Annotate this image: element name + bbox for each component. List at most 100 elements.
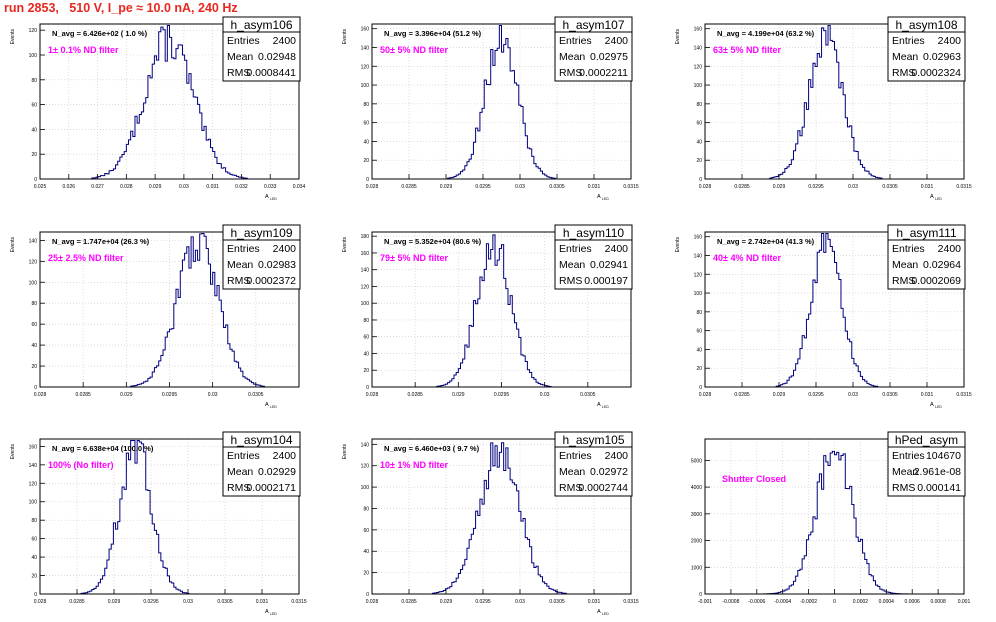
stats-box xyxy=(222,446,301,497)
x-tick-label: 0.0315 xyxy=(623,184,639,190)
y-axis-label: Events xyxy=(10,444,16,460)
x-axis-label-sub: LED xyxy=(270,197,277,201)
y-tick-label: 40 xyxy=(696,347,702,353)
x-tick-label: 0.03 xyxy=(208,392,218,398)
y-tick-label: 120 xyxy=(29,28,38,34)
x-tick-label: -0.0002 xyxy=(800,599,817,605)
y-tick-label: 80 xyxy=(363,318,369,324)
x-tick-label: 0.0305 xyxy=(549,599,565,605)
x-tick-label: 0.03 xyxy=(515,184,525,190)
navg-label: N_avg = 2.742e+04 (41.3 %) xyxy=(717,237,815,246)
x-tick-label: 0.0285 xyxy=(734,392,750,398)
y-tick-label: 120 xyxy=(29,259,38,265)
x-tick-label: 0.029 xyxy=(440,599,453,605)
stats-label-entries: Entries xyxy=(892,243,925,255)
stats-label-entries: Entries xyxy=(892,450,925,462)
y-tick-label: 20 xyxy=(363,368,369,374)
y-tick-label: 80 xyxy=(363,102,369,108)
x-tick-label: 0 xyxy=(833,599,836,605)
stats-label-entries: Entries xyxy=(892,35,925,47)
y-tick-label: 0 xyxy=(366,385,369,391)
y-tick-label: 20 xyxy=(696,366,702,372)
filter-annotation: 10± 1% ND filter xyxy=(380,460,448,470)
stats-value-entries: 2400 xyxy=(273,243,297,255)
x-tick-label: 0.0305 xyxy=(882,392,898,398)
x-tick-label: 0.0315 xyxy=(956,392,972,398)
y-tick-label: 0 xyxy=(699,177,702,183)
y-tick-label: 0 xyxy=(366,177,369,183)
histogram-h_asym108: 0.028 0.0285 0.029 0.0295 0.03 0.0305 0.031 0.0… xyxy=(675,16,972,201)
y-tick-label: 40 xyxy=(363,549,369,555)
stats-label-entries: Entries xyxy=(227,35,260,47)
x-tick-label: -0.0006 xyxy=(748,599,765,605)
y-tick-label: 40 xyxy=(31,127,37,133)
stats-value-mean: 0.02929 xyxy=(258,466,296,478)
y-tick-label: 0 xyxy=(34,592,37,598)
y-tick-label: 140 xyxy=(361,268,370,274)
y-tick-label: 60 xyxy=(31,537,37,543)
x-tick-label: 0.0002 xyxy=(853,599,869,605)
x-tick-label: 0.029 xyxy=(773,392,786,398)
stats-label-rms: RMS xyxy=(227,275,250,287)
x-axis-label: A xyxy=(597,402,601,408)
stats-value-mean: 0.02983 xyxy=(258,259,296,271)
x-tick-label: 0.034 xyxy=(293,184,306,190)
y-tick-label: 80 xyxy=(696,310,702,316)
y-tick-label: 40 xyxy=(363,139,369,145)
stats-value-mean: 0.02964 xyxy=(923,259,961,271)
stats-box xyxy=(222,31,301,82)
stats-label-entries: Entries xyxy=(559,35,592,47)
y-tick-label: 60 xyxy=(31,103,37,109)
y-tick-label: 160 xyxy=(361,251,370,257)
x-tick-label: 0.0285 xyxy=(408,392,424,398)
filter-annotation: Shutter Closed xyxy=(722,474,786,484)
y-axis-label: Events xyxy=(675,29,681,45)
stats-label-entries: Entries xyxy=(559,450,592,462)
x-tick-label: 0.032 xyxy=(235,184,248,190)
y-tick-label: 120 xyxy=(694,64,703,70)
histogram-h_asym109: 0.028 0.0285 0.029 0.0295 0.03 0.0305 0 20 40 60 8… xyxy=(10,224,301,409)
x-tick-label: 0.029 xyxy=(108,599,121,605)
stats-value-rms: 0.0002069 xyxy=(911,275,961,287)
filter-annotation: 63± 5% ND filter xyxy=(713,45,781,55)
x-tick-label: 0.028 xyxy=(366,184,379,190)
y-tick-label: 60 xyxy=(696,329,702,335)
x-axis-label: A xyxy=(265,402,269,408)
x-tick-label: 0.0285 xyxy=(401,184,417,190)
y-tick-label: 120 xyxy=(694,272,703,278)
x-axis-label-sub: LED xyxy=(602,405,609,409)
stats-label-rms: RMS xyxy=(559,67,582,79)
stats-label-rms: RMS xyxy=(227,482,250,494)
plot-frame xyxy=(39,23,300,180)
x-tick-label: 0.0285 xyxy=(401,599,417,605)
stats-label-mean: Mean xyxy=(559,51,585,63)
y-tick-label: 20 xyxy=(31,152,37,158)
navg-label: N_avg = 6.460e+03 ( 9.7 %) xyxy=(384,444,480,453)
x-tick-label: -0.0008 xyxy=(722,599,739,605)
x-tick-label: 0.028 xyxy=(699,392,712,398)
x-tick-label: 0.031 xyxy=(256,599,269,605)
y-tick-label: 3000 xyxy=(691,512,702,518)
x-tick-label: 0.028 xyxy=(34,392,47,398)
filter-annotation: 25± 2.5% ND filter xyxy=(48,253,124,263)
stats-label-mean: Mean xyxy=(227,466,253,478)
y-tick-label: 80 xyxy=(31,518,37,524)
stats-label-rms: RMS xyxy=(227,67,250,79)
stats-value-entries: 2400 xyxy=(938,243,962,255)
y-tick-label: 20 xyxy=(31,574,37,580)
histogram-h_asym111: 0.028 0.0285 0.029 0.0295 0.03 0.0305 0.031 0.0… xyxy=(675,224,972,409)
y-tick-label: 160 xyxy=(29,444,38,450)
x-tick-label: 0.03 xyxy=(183,599,193,605)
x-axis-label: A xyxy=(930,194,934,200)
x-tick-label: 0.0305 xyxy=(549,184,565,190)
stats-value-entries: 2400 xyxy=(605,243,629,255)
x-tick-label: 0.0315 xyxy=(623,599,639,605)
y-tick-label: 140 xyxy=(694,253,703,259)
x-tick-label: 0.0295 xyxy=(494,392,510,398)
stats-value-rms: 0.0002324 xyxy=(911,67,961,79)
stats-box xyxy=(887,31,966,82)
x-axis-label: A xyxy=(265,194,269,200)
stats-value-mean: 2.961e-08 xyxy=(914,466,961,478)
x-tick-label: 0.03 xyxy=(848,392,858,398)
